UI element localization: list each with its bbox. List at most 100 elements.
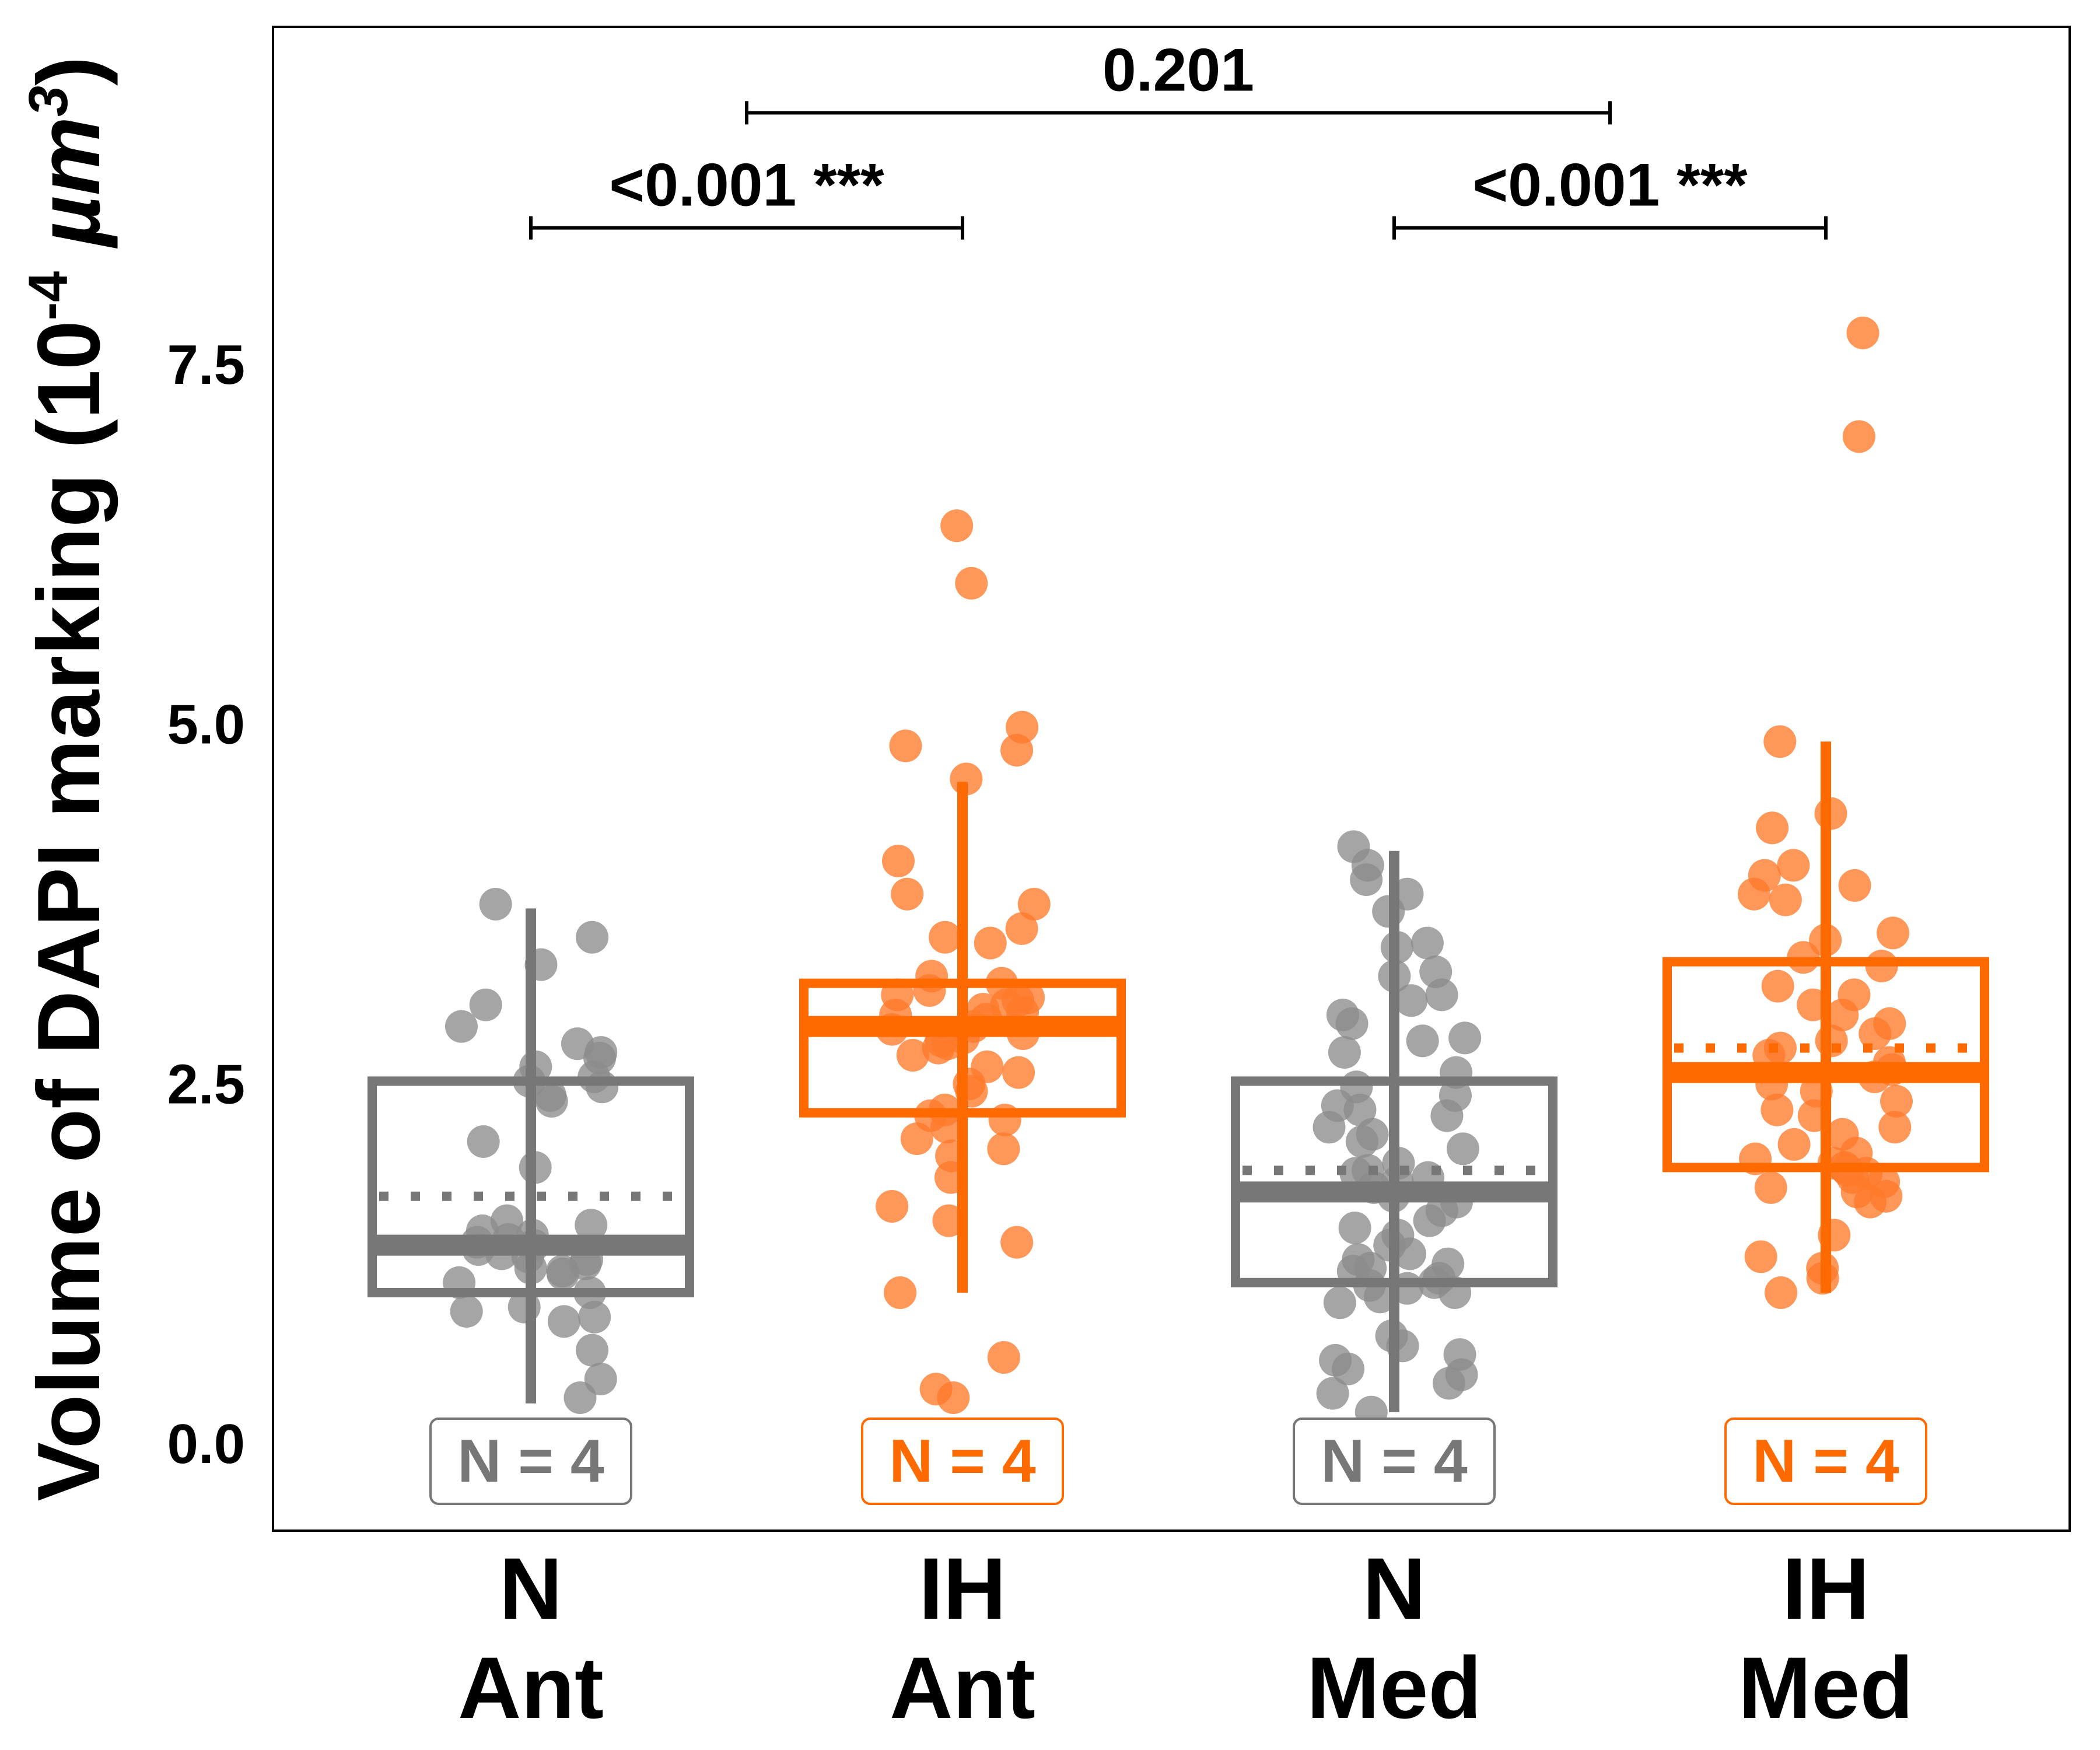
data-point: [1338, 1212, 1371, 1244]
significance-brackets: <0.001 *** <0.001 *** 0.201: [529, 36, 1828, 240]
data-point: [896, 1039, 929, 1072]
data-point: [575, 1209, 608, 1242]
data-point: [1815, 1024, 1848, 1058]
data-point: [469, 988, 502, 1021]
data-point: [1413, 1204, 1446, 1237]
n-label: N = 4: [889, 1427, 1036, 1495]
data-point: [1406, 1024, 1439, 1058]
data-point: [1005, 912, 1038, 945]
data-point: [1345, 1125, 1378, 1158]
n-label-box: [1293, 1418, 1496, 1505]
data-point: [479, 888, 512, 921]
data-point: [987, 1132, 1020, 1166]
data-point: [922, 1031, 955, 1065]
data-point: [578, 1300, 611, 1334]
data-point: [576, 921, 609, 954]
data-point: [444, 1010, 478, 1043]
data-point: [1846, 316, 1880, 349]
data-point: [1777, 849, 1810, 882]
data-point: [1765, 1276, 1798, 1309]
n-labels: N = 4 N = 4 N = 4 N = 4: [429, 1418, 1927, 1505]
data-point: [1430, 1099, 1464, 1132]
data-point: [1769, 883, 1802, 916]
data-point: [1432, 1367, 1465, 1400]
data-point: [1425, 978, 1458, 1012]
data-point: [1737, 877, 1770, 911]
n-label: N = 4: [1321, 1427, 1468, 1495]
plot-frame: [272, 26, 2071, 1532]
data-point: [576, 1334, 609, 1367]
data-point: [1838, 869, 1871, 902]
n-label: N = 4: [1752, 1427, 1899, 1495]
data-point: [546, 1257, 579, 1290]
data-point: [940, 509, 974, 542]
data-point: [987, 1341, 1020, 1374]
data-point: [1002, 1056, 1035, 1089]
data-point: [1761, 970, 1794, 1003]
x-tick-label-condition: IH: [919, 1539, 1006, 1637]
x-tick-label-region: Ant: [458, 1639, 604, 1737]
data-point: [1363, 1280, 1396, 1314]
data-point: [1877, 916, 1910, 950]
y-tick-label: 5.0: [167, 694, 245, 756]
data-point: [881, 845, 915, 877]
data-point: [1410, 926, 1444, 960]
data-point: [889, 729, 922, 762]
data-point: [1323, 1286, 1356, 1320]
data-point: [930, 1111, 963, 1144]
y-tick-label: 0.0: [167, 1413, 245, 1475]
x-tick-label-condition: IH: [1782, 1539, 1870, 1637]
data-point: [1316, 1377, 1349, 1410]
data-points: [443, 316, 1913, 1429]
data-point: [467, 1125, 500, 1158]
data-point: [1000, 1226, 1034, 1259]
x-tick-label-region: Med: [1307, 1639, 1482, 1737]
data-point: [1343, 1093, 1377, 1126]
y-tick-label: 7.5: [167, 334, 245, 396]
data-point: [900, 1122, 933, 1156]
data-point: [1328, 1036, 1361, 1069]
n-label-box: [429, 1418, 632, 1505]
data-point: [932, 1204, 965, 1237]
data-point: [1842, 420, 1875, 453]
data-point: [955, 566, 988, 600]
data-point: [1446, 1132, 1479, 1166]
x-tick-label-condition: N: [1363, 1539, 1426, 1637]
data-point: [1350, 863, 1383, 897]
data-point: [1312, 1111, 1346, 1144]
data-point: [564, 1381, 597, 1415]
data-point: [937, 1381, 970, 1415]
data-point: [1000, 734, 1034, 767]
data-point: [547, 1305, 580, 1338]
data-point: [1448, 1021, 1482, 1055]
data-point: [1854, 1185, 1887, 1219]
n-label-box: [1724, 1418, 1927, 1505]
data-point: [450, 1295, 483, 1328]
data-point: [1754, 1171, 1787, 1204]
x-tick-label-condition: N: [499, 1539, 562, 1637]
p-value-label: <0.001 ***: [609, 152, 884, 219]
p-value-label: <0.001 ***: [1472, 152, 1748, 219]
data-point: [891, 877, 924, 911]
data-point: [1878, 1111, 1912, 1144]
data-point: [1372, 895, 1405, 928]
boxes: [368, 741, 1989, 1412]
data-point: [586, 1070, 619, 1104]
y-ticks: 0.0 2.5 5.0 7.5: [167, 334, 245, 1475]
data-point: [1332, 1352, 1365, 1385]
data-point: [1393, 1237, 1426, 1270]
y-tick-label: 2.5: [167, 1053, 245, 1115]
data-point: [1395, 984, 1428, 1017]
box-iqr: [799, 978, 1126, 1118]
data-point: [1017, 888, 1051, 921]
data-point: [876, 1190, 909, 1223]
n-label: N = 4: [457, 1427, 604, 1495]
p-value-label: 0.201: [1102, 36, 1254, 104]
data-point: [1763, 725, 1797, 758]
data-point: [1335, 1007, 1368, 1040]
data-point: [1756, 811, 1789, 845]
n-label-box: [861, 1418, 1064, 1505]
data-point: [974, 926, 1007, 960]
x-tick-label-region: Med: [1738, 1639, 1913, 1737]
